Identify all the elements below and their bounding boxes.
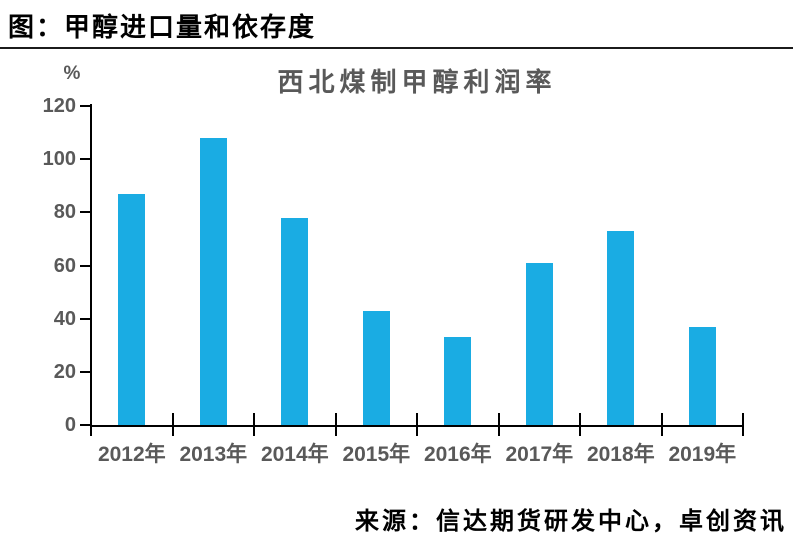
y-tick-label: 120 [42, 95, 76, 117]
source-note: 来源：信达期货研发中心，卓创资讯 [355, 509, 787, 535]
x-axis-label: 2019年 [668, 443, 737, 466]
x-axis-label: 2018年 [586, 443, 655, 466]
y-tick-mark [80, 317, 90, 320]
y-tick-label: 60 [53, 254, 76, 277]
x-tick-mark [171, 413, 174, 436]
y-tick-mark [80, 264, 90, 267]
x-axis-label: 2012年 [97, 443, 166, 466]
x-axis-label: 2013年 [179, 443, 248, 466]
y-tick-mark [80, 105, 90, 107]
y-axis-unit-label: % [63, 63, 81, 84]
x-axis-label: 2015年 [342, 443, 411, 466]
bar-2016年 [444, 337, 472, 425]
x-tick-mark [253, 413, 255, 436]
chart-title: 西北煤制甲醇利润率 [277, 68, 557, 97]
bar-2012年 [118, 194, 146, 425]
x-tick-mark [742, 413, 744, 436]
title-divider [0, 47, 793, 49]
y-tick-mark [80, 211, 90, 214]
x-tick-mark [90, 413, 92, 436]
x-tick-mark [416, 413, 418, 436]
x-tick-mark [660, 413, 663, 436]
bar-2017年 [525, 263, 553, 425]
bar-2019年 [688, 327, 716, 425]
figure-title: 图：甲醇进口量和依存度 [8, 13, 317, 42]
bar-2014年 [281, 218, 309, 425]
y-tick-mark [80, 370, 90, 373]
x-tick-mark [334, 413, 337, 436]
x-tick-mark [497, 413, 500, 436]
x-axis-label: 2016年 [423, 443, 492, 466]
x-axis-label: 2017年 [505, 443, 574, 466]
x-tick-mark [579, 413, 581, 436]
y-tick-label: 80 [53, 201, 76, 224]
y-tick-label: 100 [42, 148, 76, 171]
bar-2013年 [199, 138, 227, 425]
bar-2018年 [607, 231, 635, 425]
x-axis-label: 2014年 [260, 443, 329, 466]
y-tick-label: 40 [53, 307, 76, 330]
y-tick-mark [80, 158, 90, 161]
y-tick-label: 20 [53, 360, 76, 383]
y-tick-label: 0 [64, 414, 76, 436]
y-tick-mark [80, 424, 90, 426]
bar-2015年 [362, 311, 390, 425]
y-axis-line [90, 104, 92, 427]
